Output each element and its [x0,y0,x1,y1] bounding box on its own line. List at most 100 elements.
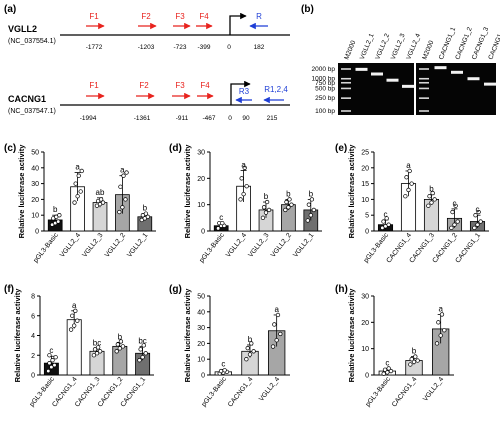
data-point [49,364,54,370]
y-tick-label: 0 [201,373,205,380]
y-tick-label: 8 [31,294,35,301]
gel-lane-label: M2000 [421,39,435,60]
data-point [283,207,288,213]
y-tick-label: 20 [197,341,205,348]
y-tick-label: 0 [35,229,39,236]
data-point [266,207,272,213]
y-tick-label: 20 [197,176,205,183]
data-point [427,194,432,199]
data-point [73,181,78,186]
data-point [478,219,483,224]
data-point [218,368,224,374]
data-point [449,225,454,230]
category-label: VGLL2_4 [59,232,82,259]
data-point [123,197,128,202]
y-tick-label: 5 [365,213,369,220]
y-tick-label: 4 [31,333,35,340]
y-tick-label: 10 [197,202,205,209]
svg-text:F4: F4 [199,12,209,21]
data-point [275,312,281,318]
y-tick-label: 30 [31,181,39,188]
significance-letter: b [412,347,417,356]
data-point [73,308,78,313]
data-point [95,345,101,350]
gel-ladder-band [419,81,429,84]
data-point [72,200,77,205]
data-point [117,346,122,351]
data-point [140,355,145,360]
data-point [450,209,455,215]
significance-letter: b [53,205,58,214]
significance-letter: bc [138,336,146,345]
svg-text:F1: F1 [89,81,99,90]
panel-label-g: (g) [169,284,182,295]
svg-text:F2: F2 [141,12,151,21]
data-point [244,357,249,362]
svg-text:F3: F3 [175,81,185,90]
data-point [278,331,283,337]
category-label: VGLL2_4 [225,232,248,259]
y-tick-label: 30 [197,150,205,157]
data-point [415,358,420,363]
data-point [46,368,51,374]
primer-f1-cacng1: F1 -1994 [80,81,105,122]
data-point [455,219,460,224]
significance-letter: c [453,199,457,208]
data-point [263,210,269,215]
y-tick-label: 10 [31,213,39,220]
data-point [56,219,61,224]
data-point [115,342,120,347]
primer-f4-vgll2: F4 -399 [196,12,213,51]
data-point [120,344,126,349]
chart-c: 0 10 20 30 40 50 Relative luciferase activity b… [17,144,156,264]
data-point [274,338,279,343]
data-point [426,203,431,208]
data-point [241,191,246,197]
data-point [260,215,266,220]
data-point [222,368,227,373]
gel-ladder-band [341,77,351,80]
data-point [284,199,289,205]
primer-r-vgll2: R 182 [249,12,268,51]
svg-text:-467: -467 [202,115,215,122]
data-point [47,361,52,366]
svg-text:-1203: -1203 [138,44,155,51]
significance-letter: b [248,335,253,344]
significance-letter: a [406,161,411,170]
category-label: VGLL2_3 [247,232,270,259]
gene-name-vgll2: VGLL2 [8,24,37,34]
data-point [473,213,478,218]
panel-label-e: (e) [335,143,348,154]
gel-marker-label: 750 bp [315,80,335,87]
gel-ladder-band [341,97,351,99]
data-point [409,357,414,362]
data-point [120,205,125,210]
gene-name-cacng1: CACNG1 [8,94,46,104]
significance-letter: c [385,358,389,367]
data-point [309,197,315,202]
gel-sample-band [451,70,463,74]
y-tick-label: 20 [361,320,369,327]
gel-lane-label: VGLL2_2 [374,32,391,60]
data-point [475,222,480,227]
data-point [413,354,418,359]
data-point [50,358,55,363]
svg-text:F4: F4 [200,81,210,90]
data-point [79,168,84,174]
primer-f2-vgll2: F2 -1203 [138,12,157,51]
tss-arrow-vgll2: 0 [227,12,247,51]
data-point [75,194,80,199]
svg-text:R3: R3 [239,87,250,96]
data-point [385,370,390,375]
data-point [114,349,119,354]
gel-lane-label: VGLL2_1 [359,32,376,60]
significance-letter: a [274,305,279,314]
svg-text:0: 0 [227,44,231,51]
significance-letter: a [72,301,77,310]
gel-ladder-band [341,87,351,90]
gene-map-cacng1: CACNG1 (NC_037547.1) F1 -1994 F2 -1361 F… [8,80,290,122]
significance-letter: b [264,192,269,201]
y-tick-label: 6 [31,313,35,320]
data-point [75,318,80,323]
